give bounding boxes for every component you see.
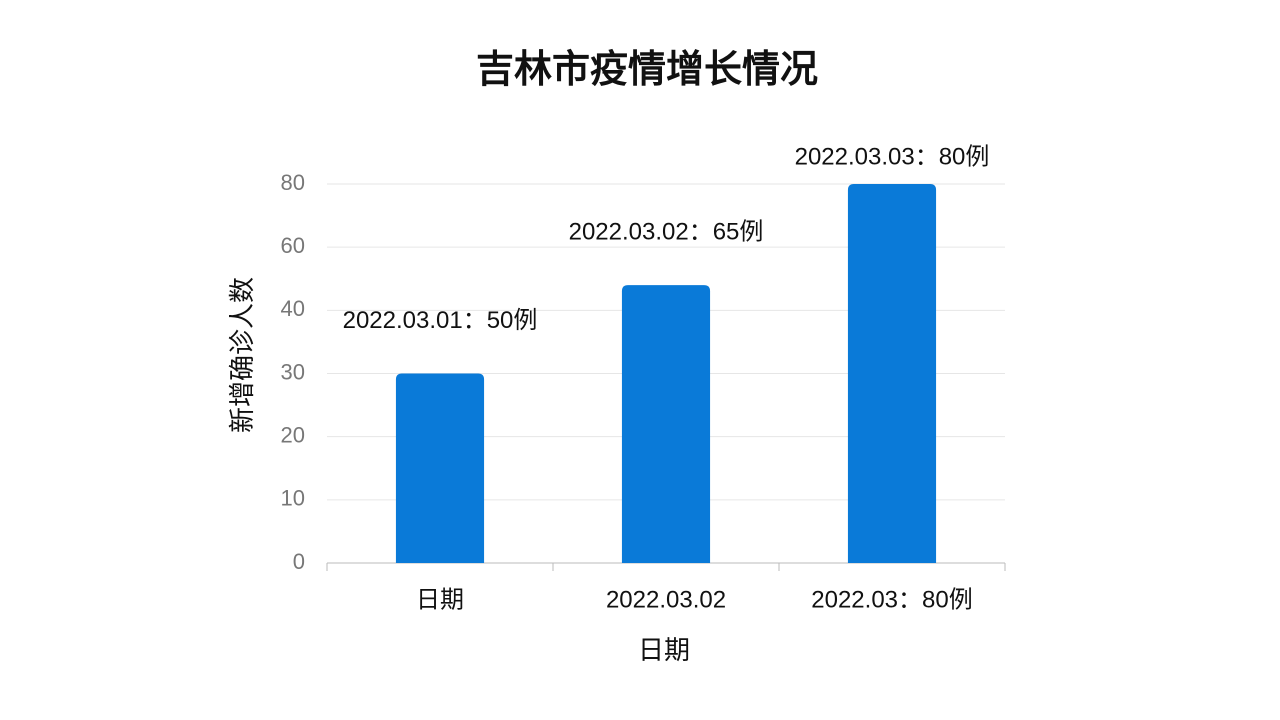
y-tick-label: 80 [281, 170, 305, 195]
y-axis-label: 新增确诊人数 [227, 277, 257, 433]
x-tick-label: 2022.03：80例 [811, 586, 972, 613]
bar [847, 184, 937, 563]
chart-title: 吉林市疫情增长情况 [476, 49, 818, 91]
annotation: 2022.03.03：80例 [795, 143, 990, 170]
y-tick-label: 0 [293, 549, 305, 574]
annotation: 2022.03.01：50例 [343, 307, 538, 334]
y-tick-label: 40 [281, 296, 305, 321]
x-tick-label: 日期 [416, 586, 464, 613]
bar [621, 285, 711, 563]
y-tick-label: 30 [281, 359, 305, 384]
x-axis-label: 日期 [638, 635, 690, 665]
annotation: 2022.03.02：65例 [569, 218, 764, 245]
bar [395, 373, 485, 563]
y-tick-label: 10 [281, 486, 305, 511]
y-tick-label: 60 [281, 233, 305, 258]
y-tick-label: 20 [281, 422, 305, 447]
x-tick-label: 2022.03.02 [606, 586, 726, 613]
